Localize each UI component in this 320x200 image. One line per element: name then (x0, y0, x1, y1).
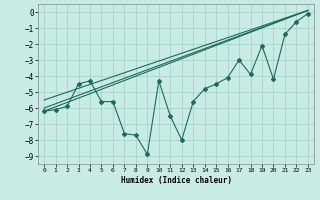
X-axis label: Humidex (Indice chaleur): Humidex (Indice chaleur) (121, 176, 231, 185)
